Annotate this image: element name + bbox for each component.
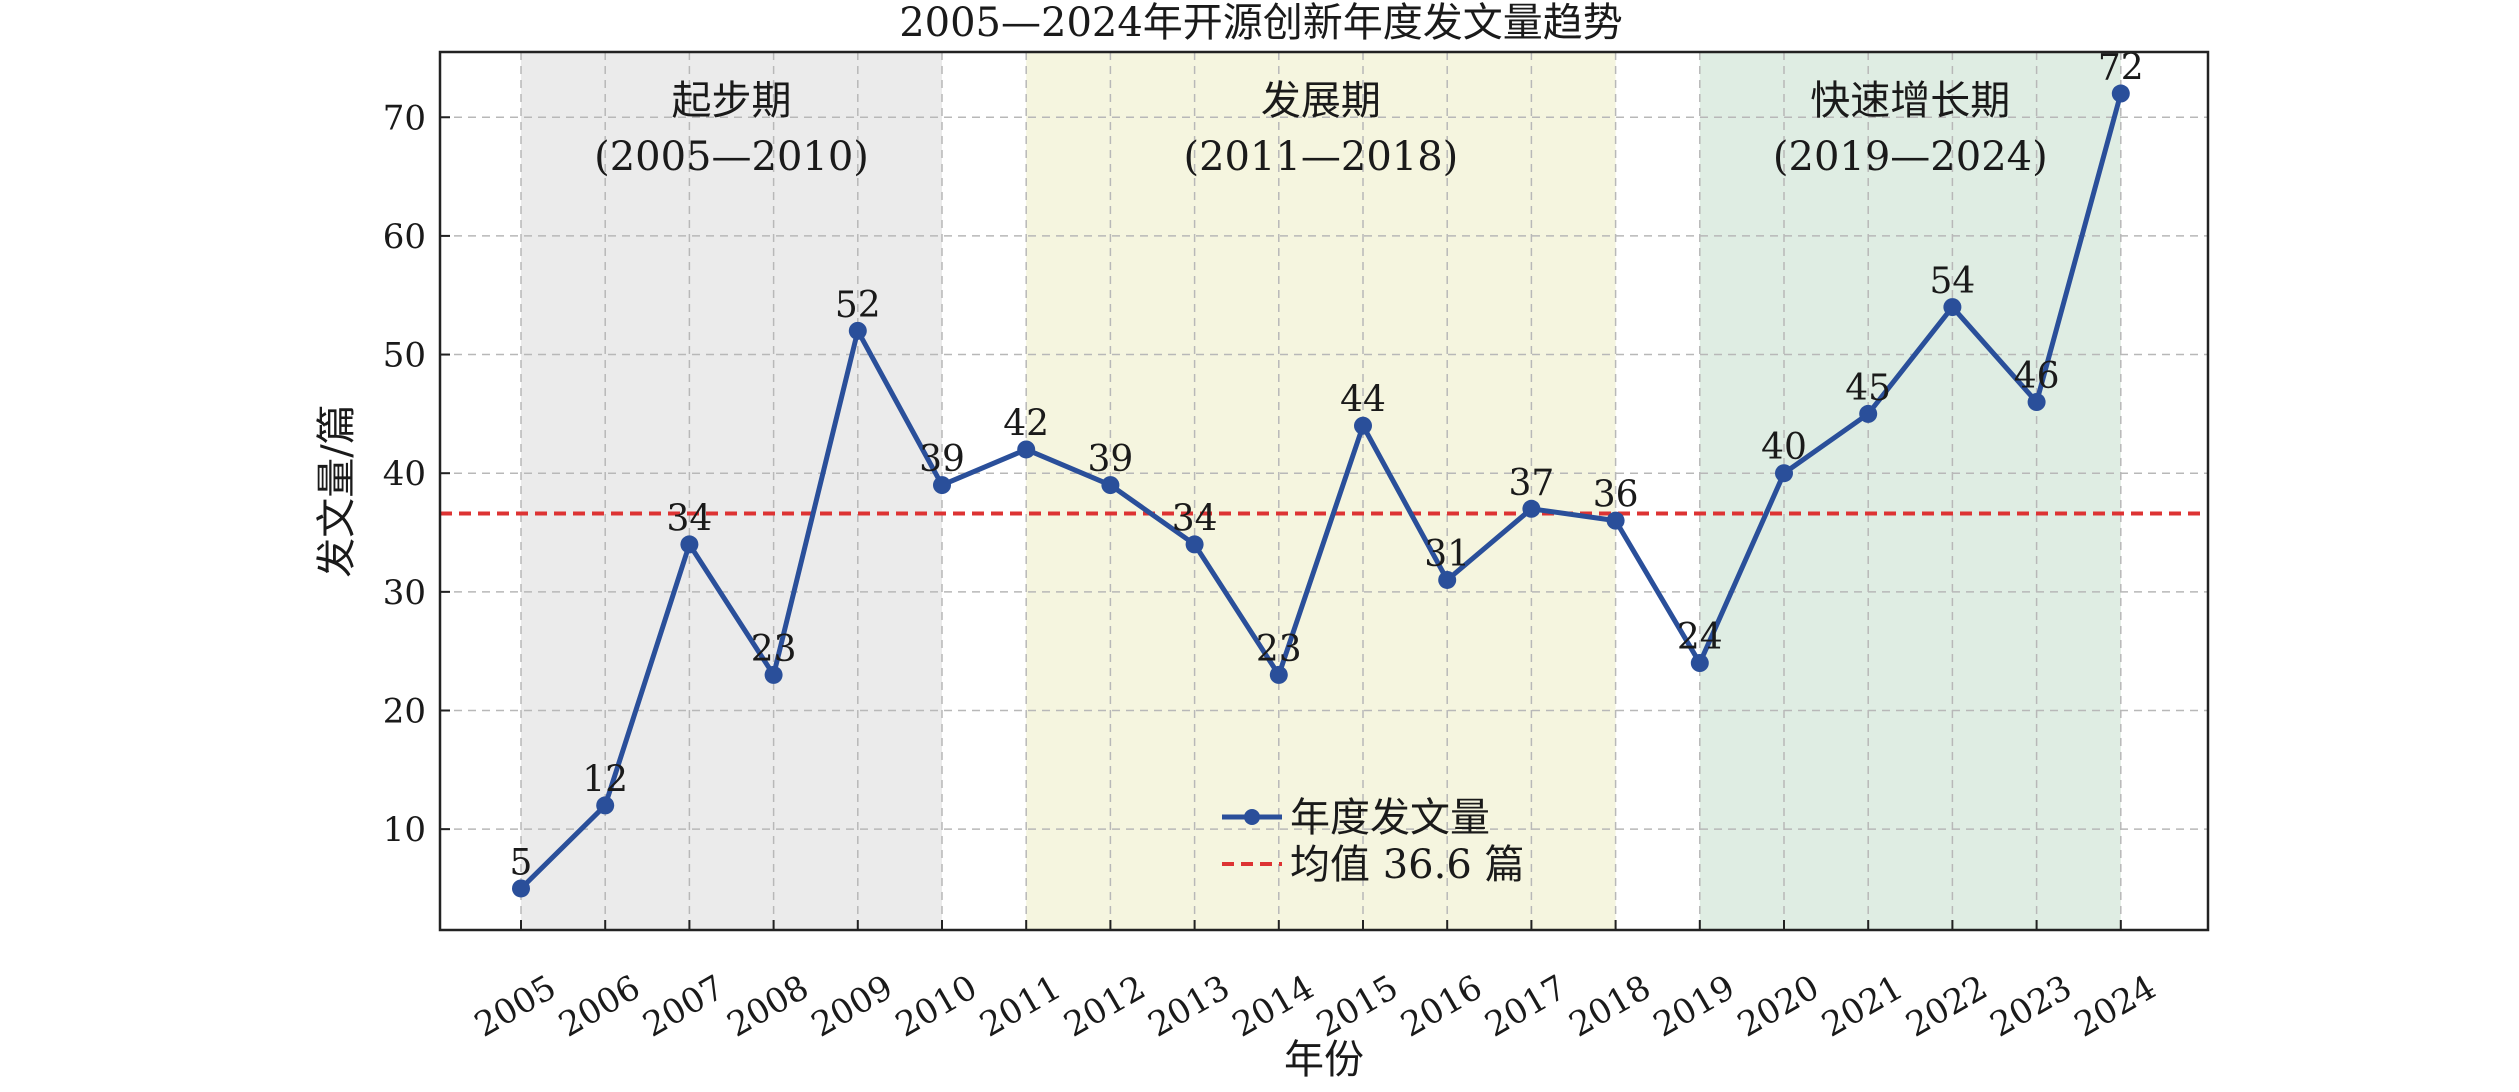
y-tick-label: 50 (383, 336, 426, 376)
phase-bands (521, 52, 2121, 930)
data-label: 34 (666, 498, 712, 539)
y-tick-label: 40 (383, 454, 426, 494)
x-tick-label: 2019 (1647, 968, 1742, 1046)
data-point (764, 665, 783, 684)
legend-reference-label: 均值 36.6 篇 (1290, 842, 1525, 888)
legend-series-label: 年度发文量 (1290, 795, 1490, 841)
x-tick-label: 2016 (1394, 968, 1489, 1046)
x-tick-label: 2009 (805, 968, 900, 1046)
data-point (512, 879, 530, 898)
data-label: 5 (510, 842, 533, 883)
phase-band (1026, 52, 1616, 930)
series-line (519, 92, 2124, 891)
data-point (1943, 298, 1962, 317)
data-label: 46 (2014, 356, 2060, 397)
x-tick-label: 2011 (973, 968, 1068, 1046)
data-label: 23 (751, 629, 797, 670)
phase-name-label: 起步期 (672, 78, 792, 124)
phase-range-label: (2019—2024) (1773, 134, 2048, 180)
y-tick-label: 70 (383, 98, 426, 138)
x-tick-label: 2020 (1731, 968, 1826, 1046)
data-label: 37 (1508, 463, 1554, 504)
data-point (1775, 464, 1793, 483)
data-label: 12 (582, 759, 628, 800)
data-point (933, 476, 951, 495)
data-label: 24 (1677, 617, 1723, 658)
x-tick-label: 2008 (721, 968, 816, 1046)
x-tick-label: 2021 (1815, 968, 1910, 1046)
legend-series-marker (1244, 809, 1260, 825)
data-point (2111, 84, 2130, 103)
data-label: 44 (1340, 380, 1386, 421)
data-point (1438, 570, 1457, 589)
x-tick-label: 2013 (1142, 968, 1237, 1046)
data-point (1859, 404, 1878, 423)
data-point (2027, 393, 2046, 412)
y-axis-title: 发文量/篇 (314, 404, 360, 577)
data-label: 40 (1761, 427, 1807, 468)
y-tick-label: 20 (383, 692, 426, 732)
phase-range-label: (2011—2018) (1183, 134, 1458, 180)
data-point (848, 321, 867, 340)
data-point (596, 796, 615, 815)
x-tick-label: 2012 (1057, 968, 1152, 1046)
grid (440, 52, 2208, 930)
y-tick-label: 30 (383, 573, 426, 613)
x-tick-label: 2015 (1310, 968, 1405, 1046)
phase-labels: 起步期 (2005—2010) 发展期 (2011—2018) 快速增长期 (2019—2… (594, 78, 2048, 180)
x-tick-label: 2024 (2068, 968, 2163, 1046)
chart-title: 2005—2024年开源创新年度发文量趋势 (899, 0, 1623, 46)
data-label: 31 (1424, 534, 1470, 575)
x-tick-label: 2017 (1478, 968, 1573, 1046)
plot-frame (438, 50, 2210, 932)
y-tick-label: 60 (383, 217, 426, 257)
x-tick-label: 2007 (636, 968, 731, 1046)
x-tick-label: 2006 (552, 968, 647, 1046)
x-tick-label: 2014 (1226, 968, 1321, 1046)
x-tick-label: 2010 (889, 968, 984, 1046)
x-tick-label: 2005 (468, 968, 563, 1046)
data-label: 45 (1845, 368, 1891, 409)
data-label: 23 (1256, 629, 1302, 670)
data-label: 39 (919, 439, 965, 480)
data-label: 54 (1929, 261, 1975, 302)
data-label: 39 (1087, 439, 1133, 480)
data-point (680, 535, 699, 554)
x-tick-label: 2023 (1984, 968, 2079, 1046)
phase-band (521, 52, 942, 930)
data-point (1101, 476, 1120, 495)
data-point (1690, 654, 1709, 673)
x-axis-title: 年份 (1284, 1037, 1364, 1083)
data-label: 72 (2098, 48, 2144, 89)
data-point (1606, 511, 1625, 530)
data-label: 36 (1593, 475, 1639, 516)
data-labels: 5 12 34 23 52 39 42 39 34 23 44 31 37 36 24 40 45 54 46 72 (510, 48, 2144, 884)
phase-name-label: 发展期 (1261, 78, 1381, 124)
legend: 年度发文量 均值 36.6 篇 (1222, 795, 1525, 888)
phase-range-label: (2005—2010) (594, 134, 869, 180)
x-tick-label: 2022 (1899, 968, 1994, 1046)
data-point (1017, 440, 1036, 459)
phase-band (1699, 52, 2121, 930)
data-point (1354, 416, 1372, 435)
data-label: 52 (835, 285, 881, 326)
data-label: 34 (1172, 498, 1218, 539)
y-tick-label: 10 (383, 810, 426, 850)
x-tick-label: 2018 (1563, 968, 1658, 1046)
phase-name-label: 快速增长期 (1810, 78, 2010, 124)
data-point (1269, 665, 1288, 684)
data-point (1185, 535, 1204, 554)
data-point (1522, 499, 1541, 518)
data-label: 42 (1003, 403, 1049, 444)
series-layer (512, 84, 2130, 898)
